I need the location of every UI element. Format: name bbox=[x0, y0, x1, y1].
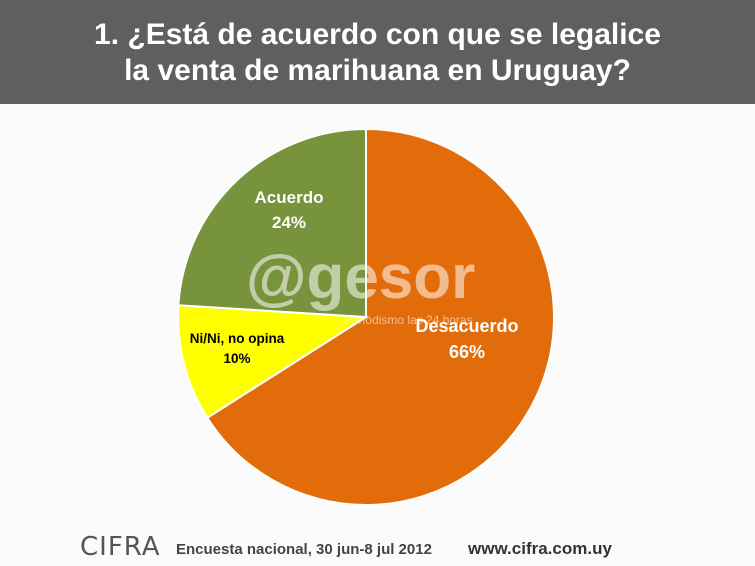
slice-category-label: Ni/Ni, no opina bbox=[190, 331, 285, 346]
slice-category-label: Acuerdo bbox=[255, 188, 324, 207]
watermark-brand: @gesor bbox=[246, 243, 475, 312]
title-line-1: 1. ¿Está de acuerdo con que se legalice bbox=[94, 18, 661, 51]
pie-slice-desacuerdo bbox=[205, 127, 555, 506]
watermark-gesor: @gesor Periodismo las 24 horas bbox=[246, 243, 475, 327]
watermark-tagline: Periodismo las 24 horas bbox=[344, 313, 473, 327]
footer: CIFRA Encuesta nacional, 30 jun-8 jul 20… bbox=[0, 526, 755, 566]
slice-value-label: 24% bbox=[272, 213, 306, 232]
pie-slice-acuerdo bbox=[177, 127, 367, 319]
pie-slice-ni-ni-no-opina bbox=[177, 304, 370, 420]
pie-chart: Desacuerdo 66% Ni/Ni, no opina 10% Acuerdo 24… bbox=[177, 127, 555, 506]
survey-info: Encuesta nacional, 30 jun-8 jul 2012 bbox=[176, 541, 432, 558]
slice-value-label: 10% bbox=[223, 351, 250, 366]
title-line-2: la venta de marihuana en Uruguay? bbox=[124, 54, 631, 87]
cifra-logo: CIFRA bbox=[80, 532, 161, 562]
slice-value-label: 66% bbox=[449, 342, 485, 362]
slice-category-label: Desacuerdo bbox=[415, 316, 518, 336]
title-banner: 1. ¿Está de acuerdo con que se legalice … bbox=[0, 0, 755, 104]
website-url: www.cifra.com.uy bbox=[468, 539, 612, 558]
